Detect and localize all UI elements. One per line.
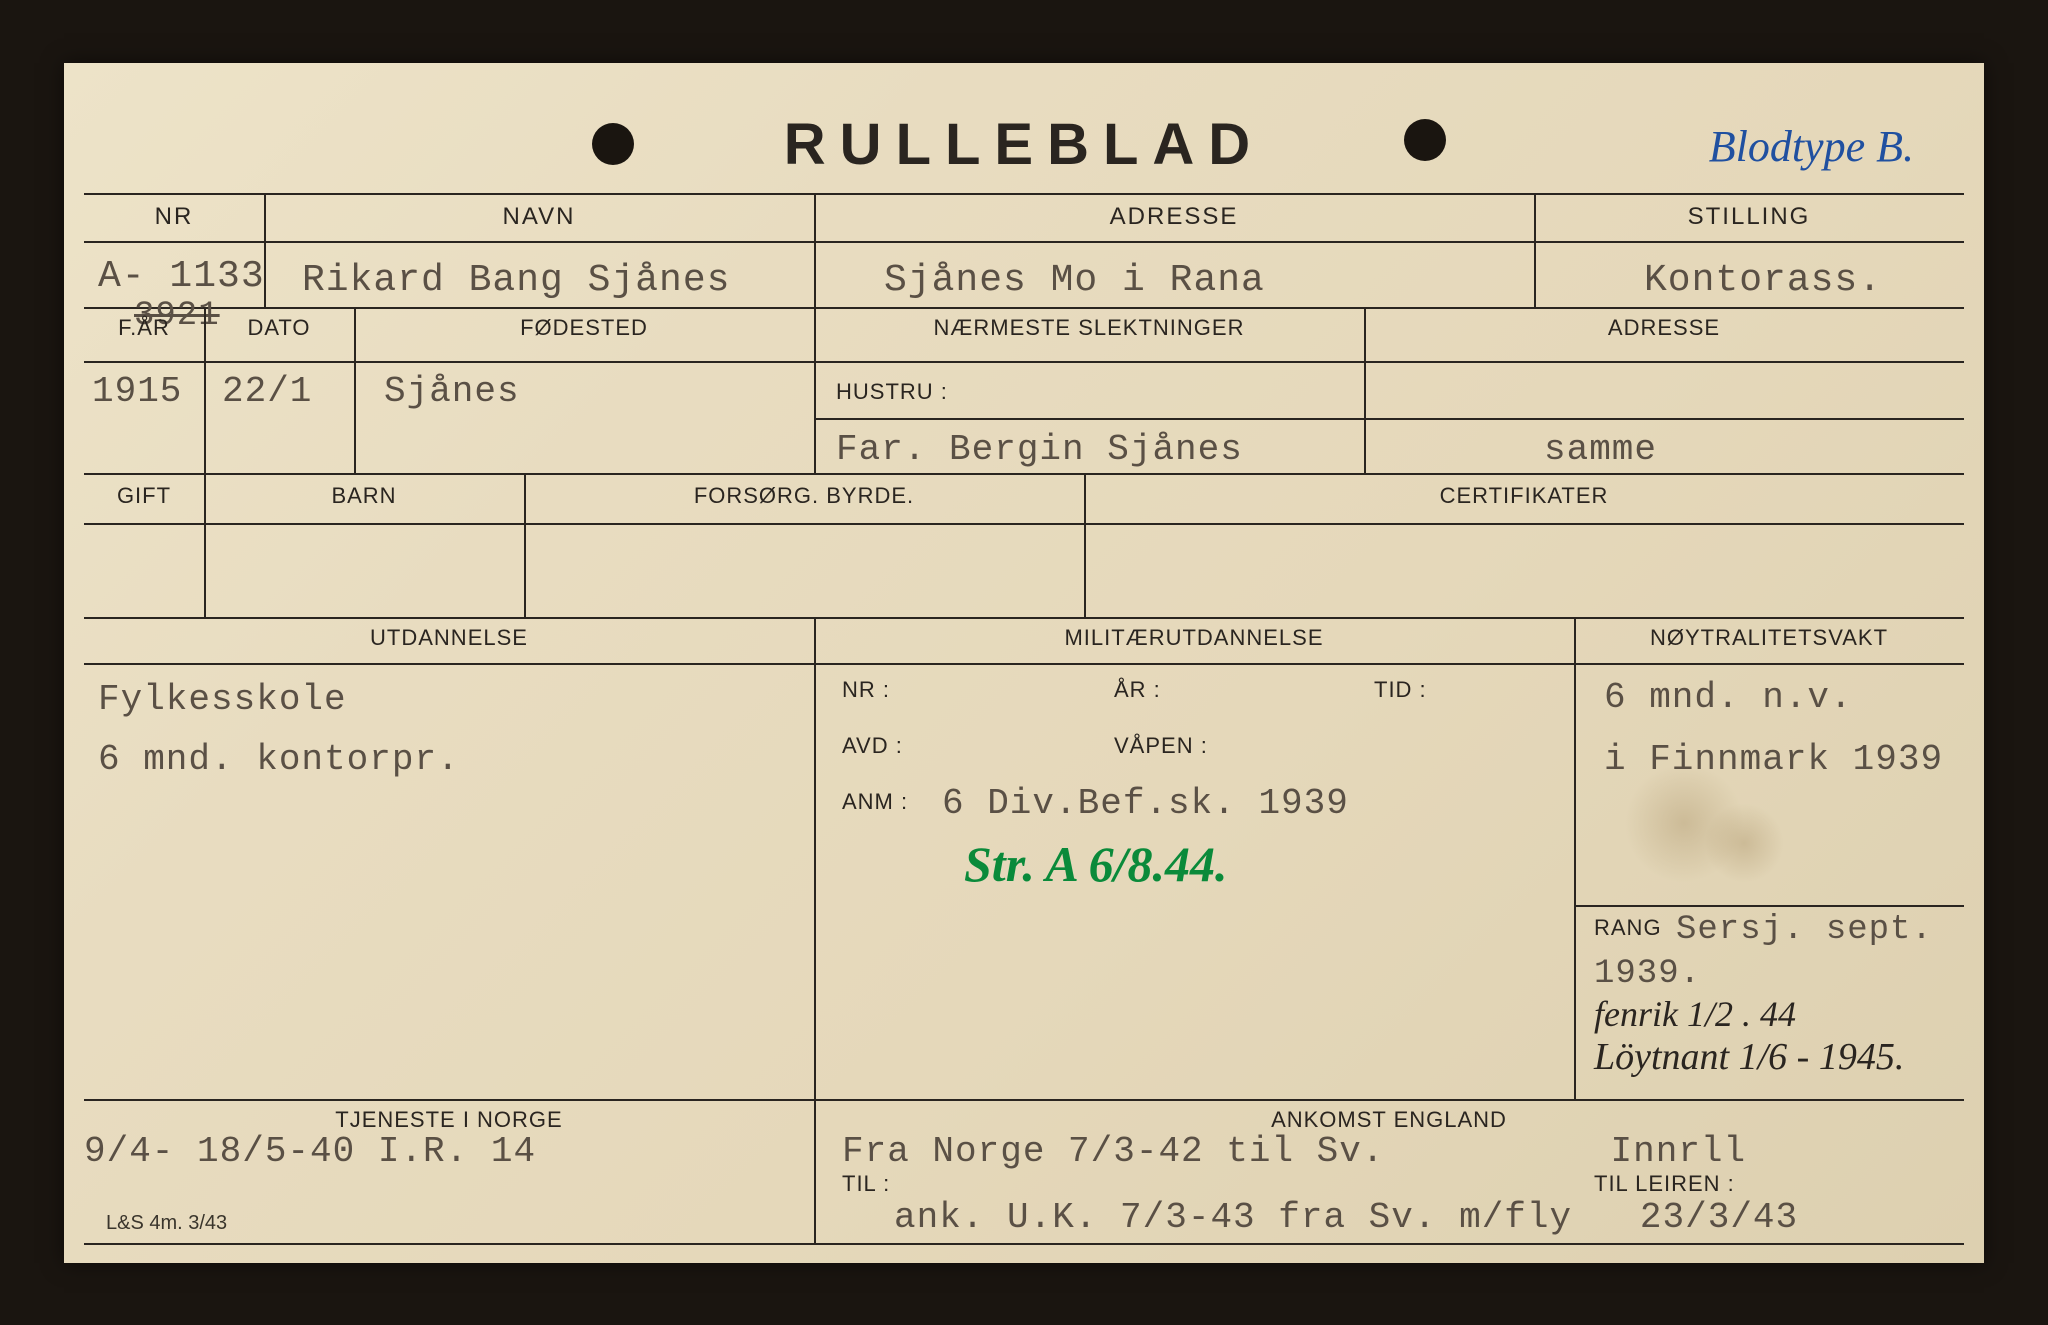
green-note: Str. A 6/8.44.: [964, 835, 1228, 893]
hline: [84, 307, 1964, 309]
label-fodested: FØDESTED: [354, 315, 814, 341]
label-militaer: MILITÆRUTDANNELSE: [814, 625, 1574, 651]
hline: [84, 1099, 1964, 1101]
value-stilling: Kontorass.: [1644, 259, 1882, 302]
value-utd-2: 6 mnd. kontorpr.: [98, 739, 460, 780]
label-noytral: NØYTRALITETSVAKT: [1574, 625, 1964, 651]
value-nr: A- 1133: [98, 255, 265, 298]
vline: [1574, 617, 1576, 1099]
vline: [814, 617, 816, 1099]
value-tjeneste: 9/4- 18/5-40 I.R. 14: [84, 1131, 536, 1172]
value-ankomst-2: ank. U.K. 7/3-43 fra Sv. m/fly 23/3/43: [894, 1197, 1798, 1238]
value-far: 1915: [92, 371, 182, 412]
label-mil-avd: AVD :: [842, 733, 903, 759]
value-slekt-far: Far. Bergin Sjånes: [836, 429, 1243, 470]
label-stilling: STILLING: [1534, 203, 1964, 231]
stain: [1704, 803, 1784, 883]
label-naermeste: NÆRMESTE SLEKTNINGER: [814, 315, 1364, 341]
label-nr: NR: [84, 203, 264, 231]
label-mil-ar: ÅR :: [1114, 677, 1161, 703]
value-utd-1: Fylkesskole: [98, 679, 347, 720]
hline: [84, 241, 1964, 243]
record-card: RULLEBLAD Blodtype B. NR NAVN ADRESSE ST…: [64, 63, 1984, 1263]
value-rang-3: fenrik 1/2 . 44: [1594, 993, 1796, 1035]
label-gift: GIFT: [84, 483, 204, 509]
hline: [84, 193, 1964, 195]
value-fodested: Sjånes: [384, 371, 520, 412]
value-noytral-1: 6 mnd. n.v.: [1604, 677, 1853, 718]
value-rang-1: Sersj. sept.: [1676, 911, 1933, 949]
label-adresse: ADRESSE: [814, 203, 1534, 231]
hline: [84, 1243, 1964, 1245]
label-certifikater: CERTIFIKATER: [1084, 483, 1964, 509]
bloodtype-note: Blodtype B.: [1709, 121, 1914, 172]
hline: [84, 361, 1964, 363]
hline: [84, 523, 1964, 525]
label-tjeneste: TJENESTE I NORGE: [84, 1107, 814, 1133]
label-navn: NAVN: [264, 203, 814, 231]
hline: [1574, 905, 1964, 907]
value-navn: Rikard Bang Sjånes: [302, 259, 730, 302]
label-utdannelse: UTDANNELSE: [84, 625, 814, 651]
hline: [814, 418, 1964, 420]
value-dato: 22/1: [222, 371, 312, 412]
hline: [84, 617, 1964, 619]
label-til: TIL :: [842, 1171, 890, 1197]
label-barn: BARN: [204, 483, 524, 509]
label-mil-nr: NR :: [842, 677, 890, 703]
label-mil-anm: ANM :: [842, 789, 908, 815]
label-ankomst: ANKOMST ENGLAND: [814, 1107, 1964, 1133]
value-mil-anm: 6 Div.Bef.sk. 1939: [942, 783, 1349, 824]
label-mil-vapen: VÅPEN :: [1114, 733, 1208, 759]
value-ankomst-1: Fra Norge 7/3-42 til Sv. Innrll: [842, 1131, 1746, 1172]
card-title: RULLEBLAD: [64, 111, 1984, 178]
value-rang-4: Löytnant 1/6 - 1945.: [1594, 1035, 1904, 1079]
label-mil-tid: TID :: [1374, 677, 1427, 703]
value-slekt-adresse: samme: [1544, 429, 1657, 470]
value-rang-2: 1939.: [1594, 955, 1701, 993]
footer-mark: L&S 4m. 3/43: [106, 1212, 227, 1235]
label-adresse2: ADRESSE: [1364, 315, 1964, 341]
label-til-leiren: TIL LEIREN :: [1594, 1171, 1735, 1197]
label-dato: DATO: [204, 315, 354, 341]
value-adresse: Sjånes Mo i Rana: [884, 259, 1265, 302]
label-far: F.ÅR: [84, 315, 204, 341]
label-forsorg: FORSØRG. BYRDE.: [524, 483, 1084, 509]
hline: [84, 663, 1964, 665]
label-rang: RANG: [1594, 915, 1662, 941]
label-hustru: HUSTRU :: [836, 379, 948, 405]
hline: [84, 473, 1964, 475]
